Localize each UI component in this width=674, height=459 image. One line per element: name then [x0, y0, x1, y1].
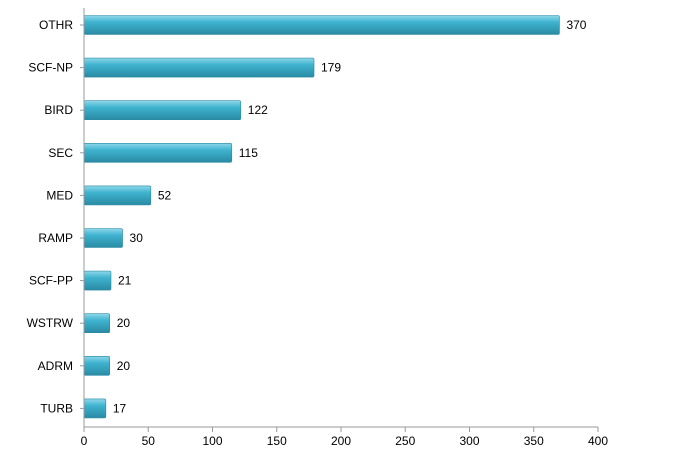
- bar-sec: [83, 143, 233, 163]
- bar-scf-pp: [83, 270, 112, 291]
- x-tick-label: 400: [588, 434, 608, 448]
- x-tick-label: 300: [459, 434, 479, 448]
- x-tick-label: 350: [524, 434, 544, 448]
- x-tick-label: 150: [267, 434, 287, 448]
- labels-layer: 0 50 100 150 200 250 300 350 400 OTHR 370 SCF-NP 179…: [27, 18, 609, 448]
- x-tick-label: 100: [202, 434, 222, 448]
- bar-scf-np: [83, 57, 315, 78]
- category-label: WSTRW: [27, 316, 74, 330]
- value-label: 115: [239, 146, 258, 160]
- value-label: 20: [117, 316, 131, 330]
- value-label: 179: [321, 61, 341, 75]
- x-tick-label: 200: [331, 434, 351, 448]
- category-label: BIRD: [44, 103, 73, 117]
- bars-layer: [83, 15, 560, 419]
- bar-othr: [83, 15, 560, 35]
- bar-adrm: [83, 355, 111, 376]
- x-tick-label: 250: [395, 434, 415, 448]
- category-label: MED: [46, 188, 73, 202]
- category-label: SCF-PP: [29, 274, 73, 288]
- value-label: 20: [117, 359, 131, 373]
- category-label: RAMP: [38, 231, 73, 245]
- x-tick-label: 50: [142, 434, 156, 448]
- bar-turb: [83, 398, 107, 419]
- value-label: 52: [158, 188, 172, 202]
- value-label: 17: [113, 401, 127, 415]
- bar-ramp: [83, 228, 123, 248]
- bar-wstrw: [83, 313, 111, 334]
- value-label: 21: [118, 274, 132, 288]
- value-label: 370: [566, 18, 586, 32]
- category-label: SCF-NP: [28, 61, 73, 75]
- category-label: OTHR: [39, 18, 73, 32]
- category-label: SEC: [48, 146, 73, 160]
- bar-med: [83, 185, 152, 206]
- value-label: 122: [248, 103, 268, 117]
- category-label: TURB: [40, 401, 73, 415]
- value-label: 30: [130, 231, 144, 245]
- axis-layer: [80, 8, 599, 432]
- bar-bird: [83, 100, 242, 120]
- x-tick-label: 0: [81, 434, 88, 448]
- category-label: ADRM: [38, 359, 73, 373]
